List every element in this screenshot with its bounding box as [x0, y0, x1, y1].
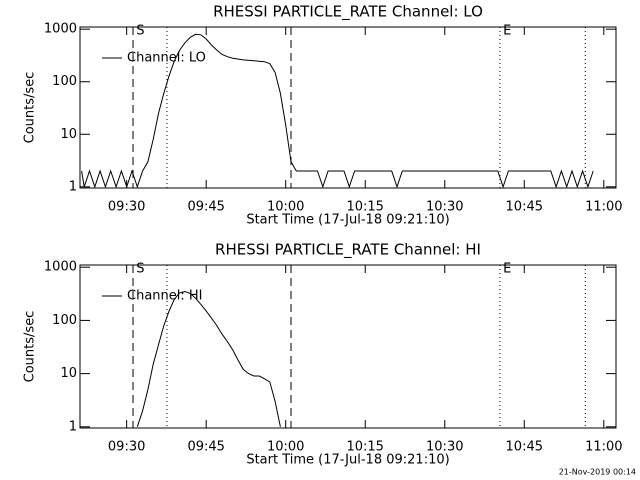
- plot-frame: [79, 26, 617, 189]
- y-tick-label: 10: [60, 127, 77, 142]
- annotation: E: [503, 262, 511, 277]
- x-tick-label: 10:00: [267, 200, 304, 215]
- y-tick-label: 100: [52, 313, 77, 328]
- series-line: [81, 33, 594, 189]
- x-tick-label: 09:45: [187, 200, 224, 215]
- y-tick-label: 1: [69, 179, 77, 194]
- x-tick-label: 10:30: [426, 440, 463, 455]
- y-tick-label: 10: [60, 366, 77, 381]
- x-axis-label: Start Time (17-Jul-18 09:21:10): [246, 453, 449, 468]
- footer-date: 21-Nov-2019 00:14: [559, 468, 636, 477]
- y-tick-label: 1000: [44, 260, 77, 275]
- annotation: E: [503, 24, 511, 39]
- x-tick-label: 10:45: [506, 200, 543, 215]
- x-tick-label: 09:45: [187, 440, 224, 455]
- x-tick-label: 11:00: [585, 440, 622, 455]
- x-tick-label: 10:45: [506, 440, 543, 455]
- y-axis-label: Counts/sec: [23, 72, 38, 144]
- annotation: S: [136, 24, 144, 39]
- x-tick-label: 09:30: [108, 200, 145, 215]
- y-tick-label: 100: [52, 74, 77, 89]
- x-tick-label: 10:30: [426, 200, 463, 215]
- series-line: [136, 290, 281, 427]
- plot-frame: [79, 264, 617, 429]
- legend-label: Channel: HI: [127, 289, 203, 304]
- chart-title: RHESSI PARTICLE_RATE Channel: LO: [213, 3, 483, 22]
- annotation: S: [136, 262, 144, 277]
- y-tick-label: 1000: [44, 22, 77, 37]
- chart-title: RHESSI PARTICLE_RATE Channel: HI: [215, 241, 481, 260]
- y-axis-label: Counts/sec: [23, 311, 38, 383]
- x-tick-label: 09:30: [108, 440, 145, 455]
- x-tick-label: 10:15: [346, 200, 383, 215]
- x-axis-label: Start Time (17-Jul-18 09:21:10): [246, 213, 449, 228]
- legend-label: Channel: LO: [127, 51, 206, 66]
- x-tick-label: 10:15: [346, 440, 383, 455]
- y-tick-label: 1: [69, 419, 77, 434]
- x-tick-label: 11:00: [585, 200, 622, 215]
- x-tick-label: 10:00: [267, 440, 304, 455]
